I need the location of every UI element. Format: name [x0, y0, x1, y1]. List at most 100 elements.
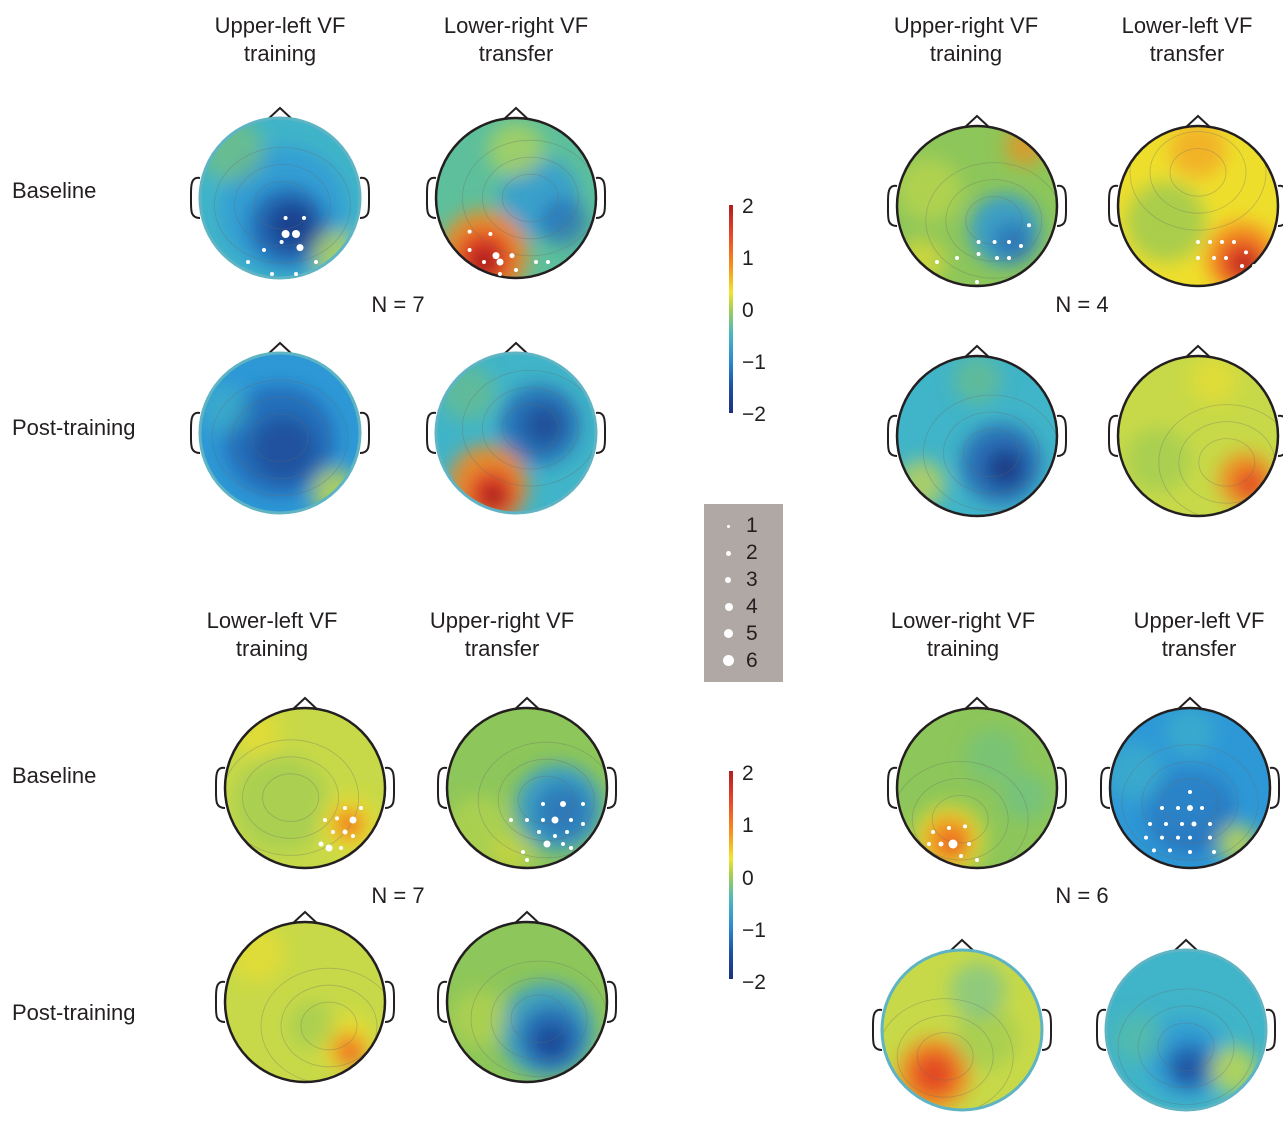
ear-outline	[886, 414, 898, 457]
electrode-dot	[938, 841, 944, 847]
panel-a-n-label: N = 7	[371, 292, 425, 317]
electrode-dot	[1212, 850, 1216, 854]
panel-d-col2-title: Upper-left VF transfer	[1133, 608, 1265, 661]
electrode-dot	[514, 268, 518, 272]
nose-outline	[265, 341, 295, 357]
electrode-dot	[560, 801, 566, 807]
electrode-dot	[561, 842, 565, 846]
nose-outline	[501, 106, 531, 122]
electrode-dot	[541, 818, 545, 822]
colorbar-bottom-tick-2: 2	[742, 762, 754, 785]
panel-a-col2-title: Lower-right VF transfer	[443, 13, 589, 66]
electrode-dot	[955, 256, 959, 260]
electrode-dot	[335, 816, 339, 821]
legend-row-6: 6	[704, 648, 783, 674]
electrode-dot	[963, 824, 967, 829]
nose-outline	[290, 910, 320, 926]
electrode-dot	[541, 802, 545, 806]
electrode-dot	[1160, 806, 1164, 810]
electrode-dot	[581, 802, 585, 806]
panel-b-baseline-transfer-topomap	[1107, 114, 1283, 288]
electrode-dot	[1188, 790, 1192, 794]
head-outline	[895, 124, 1059, 288]
electrode-dot	[323, 818, 327, 822]
panel-b-post-transfer-topomap	[1107, 344, 1283, 518]
electrode-dot	[318, 841, 324, 847]
panel-c-col2-title: Upper-right VF transfer	[429, 608, 575, 661]
electrode-dot	[935, 260, 939, 264]
legend-dot-icon	[726, 551, 731, 556]
electrode-dot	[467, 248, 472, 252]
head-outline	[198, 351, 362, 515]
electrode-dot	[302, 216, 306, 220]
ear-outline	[595, 176, 607, 219]
colorbar-top	[729, 205, 733, 413]
electrode-dot	[359, 806, 363, 810]
legend-value: 3	[746, 568, 758, 591]
legend-dot-icon	[727, 525, 730, 528]
electrode-dot	[1019, 244, 1023, 248]
electrode-dot	[551, 816, 559, 824]
head-outline	[434, 351, 598, 515]
electrode-dot	[270, 272, 274, 276]
colorbar-bottom-tick-0: 0	[742, 867, 754, 890]
head-outline	[223, 706, 387, 870]
colorbar-bottom-tick-m1: −1	[742, 919, 766, 942]
panel-a-post-training-topomap	[189, 341, 371, 515]
panel-b-col1-title: Upper-right VF training	[893, 13, 1039, 66]
panel-c-baseline-transfer-topomap	[436, 696, 618, 870]
electrode-dot	[343, 806, 347, 810]
electrode-dot	[553, 834, 557, 838]
electrode-dot	[931, 830, 935, 834]
nose-outline	[1183, 114, 1213, 130]
electrode-dot	[262, 248, 266, 252]
panel-a-col1-title: Upper-left VF training	[214, 13, 346, 66]
nose-outline	[1183, 344, 1213, 360]
panel-a-baseline-training-topomap	[189, 106, 371, 280]
electrode-dot	[283, 216, 288, 220]
ear-outline	[886, 766, 898, 809]
ear-outline	[425, 411, 437, 454]
electrode-dot	[509, 253, 515, 259]
ear-outline	[189, 411, 201, 454]
electrode-dot	[246, 260, 250, 264]
electrode-dot	[534, 260, 538, 264]
electrode-dot	[279, 240, 284, 244]
electrode-dot	[482, 260, 486, 264]
electrode-dot	[1168, 848, 1172, 853]
colorbar-top-tick-0: 0	[742, 299, 754, 322]
panel-d-post-transfer-topomap	[1095, 938, 1277, 1112]
panel-c-row-baseline: Baseline	[12, 763, 97, 788]
nose-outline	[290, 696, 320, 712]
ear-outline	[1269, 766, 1281, 809]
legend-dot-icon	[725, 603, 733, 611]
electrode-dot	[1208, 240, 1212, 244]
head-outline	[895, 354, 1059, 518]
ear-outline	[214, 766, 226, 809]
electrode-dot	[1224, 256, 1228, 260]
electrode-dot	[1007, 240, 1011, 244]
electrode-dot	[959, 854, 963, 858]
legend-value: 5	[746, 622, 758, 645]
head-outline	[445, 706, 609, 870]
electrode-dot	[1148, 822, 1152, 826]
legend-row-1: 1	[704, 513, 783, 539]
nose-outline	[265, 106, 295, 122]
panel-d-post-training-topomap	[871, 938, 1053, 1112]
legend-row-4: 4	[704, 594, 783, 620]
ear-outline	[871, 1008, 883, 1051]
colorbar-top-tick-2: 2	[742, 195, 754, 218]
electrode-dot	[976, 252, 981, 256]
electrode-dot	[498, 272, 502, 276]
panel-a-row-post: Post-training	[12, 415, 136, 440]
colorbar-top-tick-m1: −1	[742, 351, 766, 374]
panel-b-col2-title: Lower-left VF transfer	[1121, 13, 1253, 66]
head-outline	[198, 116, 362, 280]
electrode-dot	[1196, 240, 1200, 244]
electrode-dot	[492, 252, 500, 260]
electrode-dot	[1240, 264, 1244, 268]
nose-outline	[501, 341, 531, 357]
dot-size-legend: 1 2 3 4 5 6	[704, 504, 783, 682]
electrode-dot	[1160, 835, 1164, 840]
electrode-dot	[1152, 848, 1156, 853]
